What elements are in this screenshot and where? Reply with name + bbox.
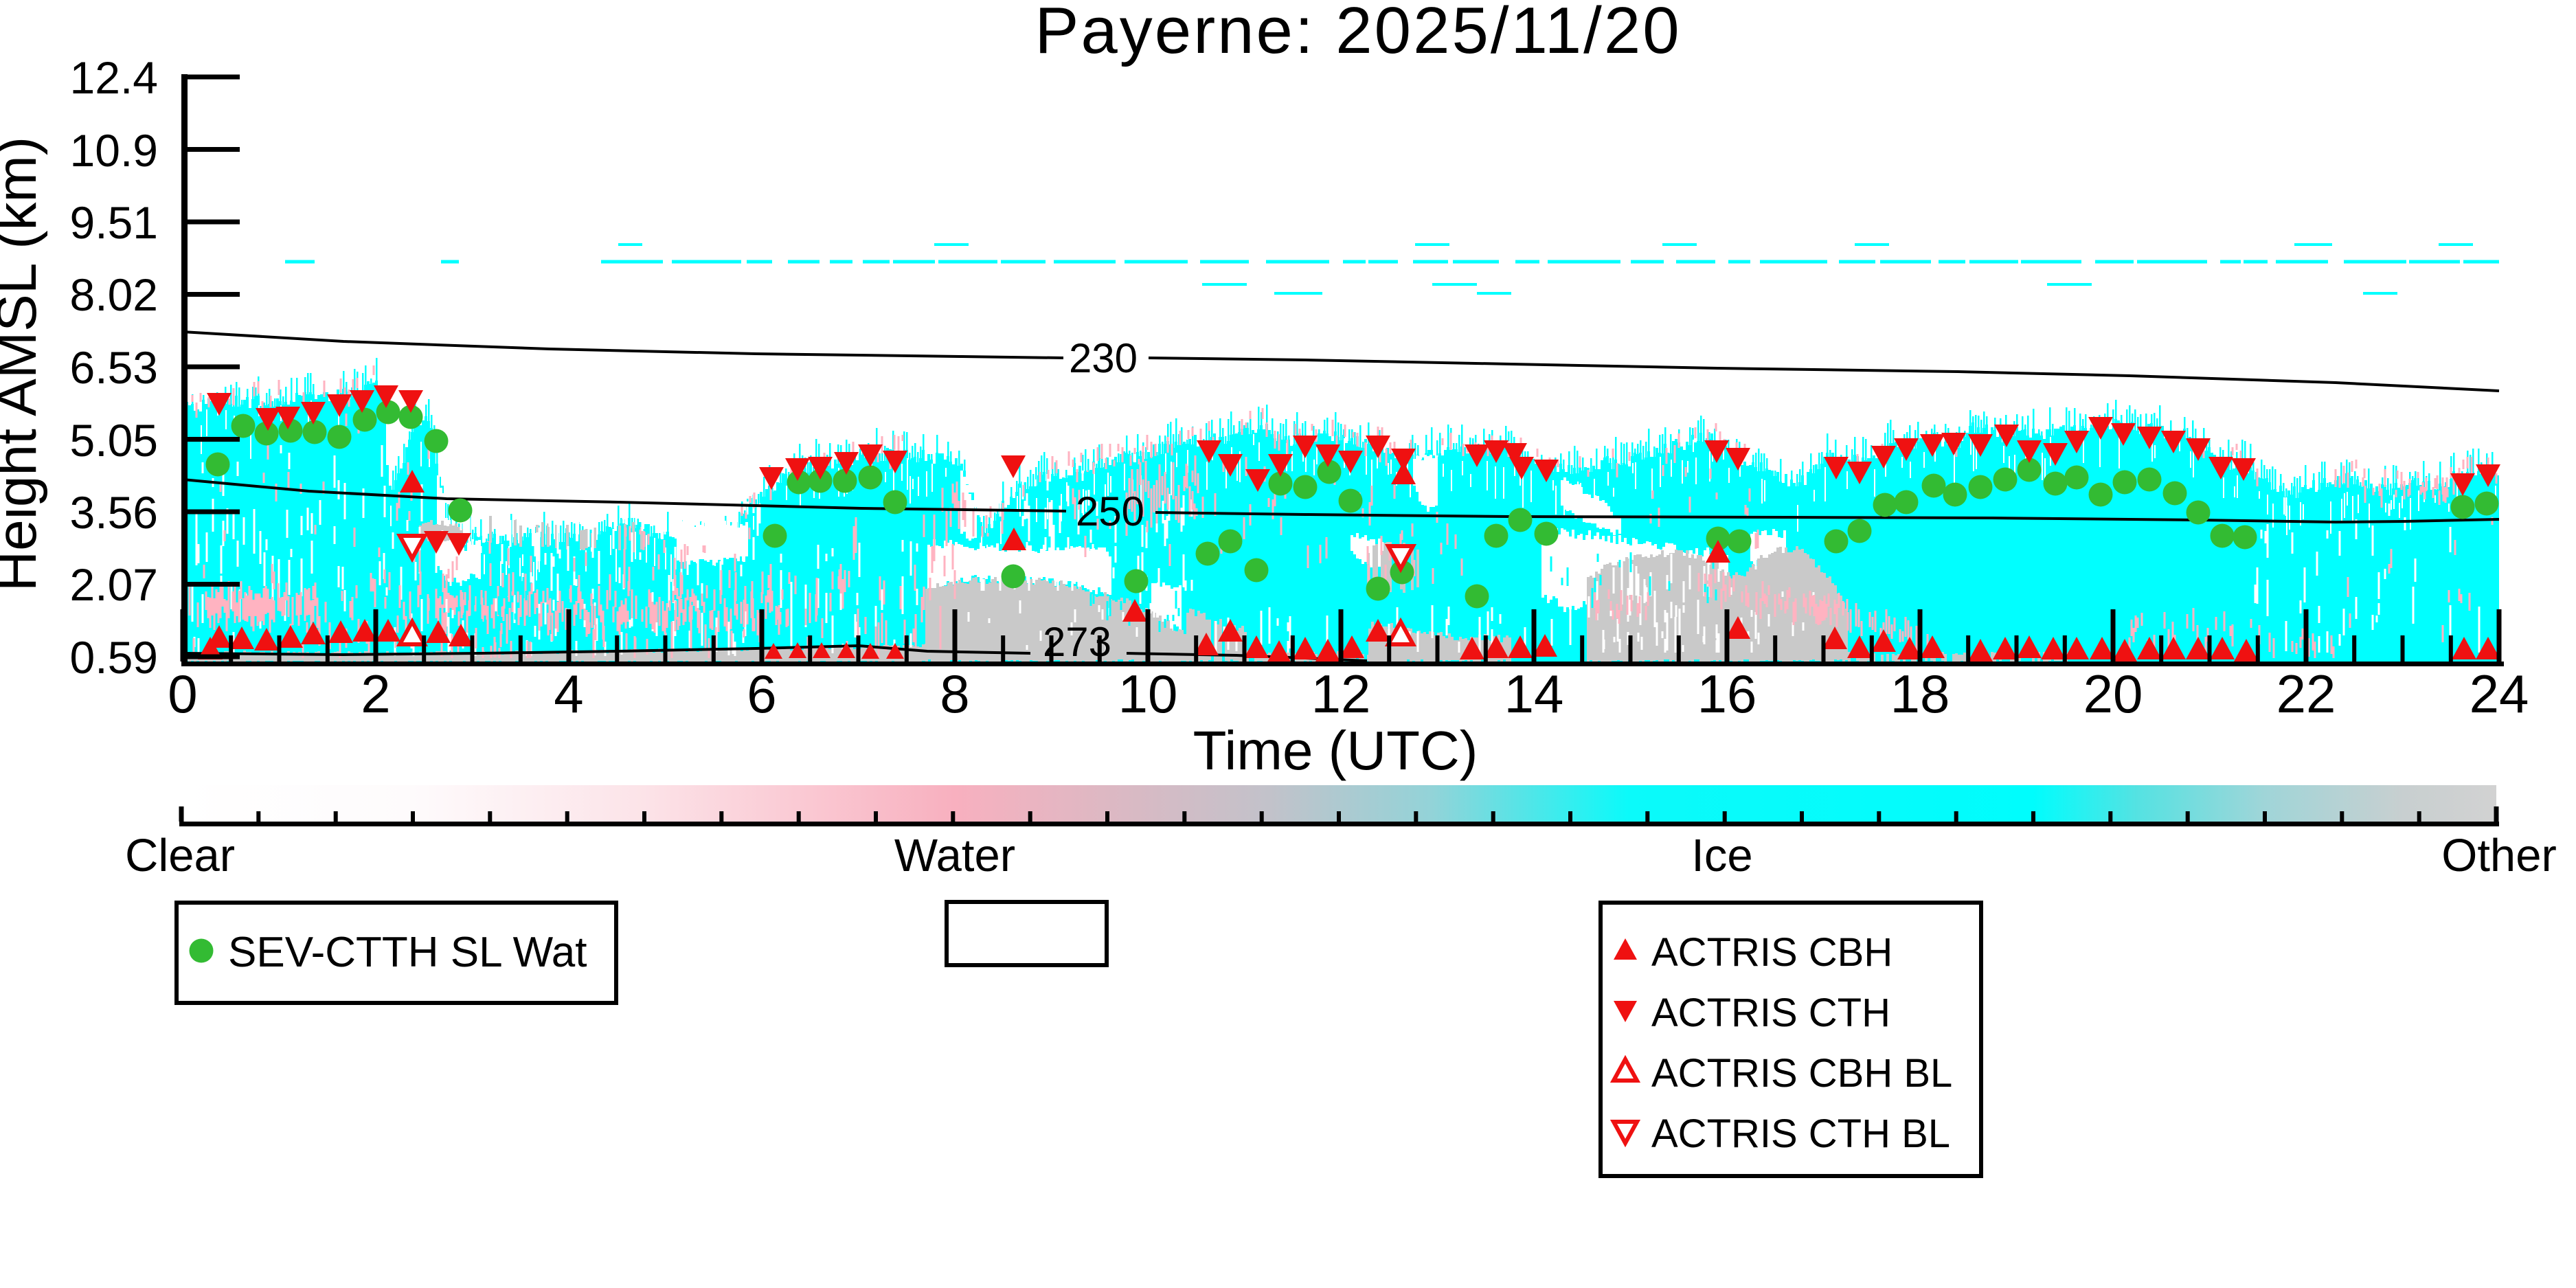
svg-text:Payerne: 2025/11/20: Payerne: 2025/11/20 — [1035, 0, 1681, 67]
svg-text:14: 14 — [1504, 664, 1564, 724]
svg-text:20: 20 — [2083, 664, 2143, 724]
svg-text:Other: Other — [2441, 830, 2557, 881]
svg-text:Ice: Ice — [1691, 830, 1752, 881]
svg-text:10: 10 — [1118, 664, 1178, 724]
svg-text:0.59: 0.59 — [70, 632, 158, 683]
svg-text:24: 24 — [2470, 664, 2529, 724]
svg-text:ACTRIS CBH BL: ACTRIS CBH BL — [1651, 1051, 1952, 1096]
svg-text:5.05: 5.05 — [70, 415, 158, 466]
svg-text:8.02: 8.02 — [70, 269, 158, 320]
svg-text:18: 18 — [1890, 664, 1950, 724]
svg-text:Clear: Clear — [125, 830, 235, 881]
svg-text:250: 250 — [1076, 488, 1144, 534]
svg-text:0: 0 — [168, 664, 197, 724]
svg-text:4: 4 — [554, 664, 583, 724]
svg-text:2.07: 2.07 — [70, 559, 158, 610]
svg-text:ACTRIS CTH BL: ACTRIS CTH BL — [1651, 1111, 1950, 1156]
svg-text:230: 230 — [1069, 335, 1138, 381]
svg-text:Height AMSL (km): Height AMSL (km) — [0, 137, 48, 591]
svg-text:6.53: 6.53 — [70, 342, 158, 393]
svg-text:2: 2 — [361, 664, 390, 724]
svg-text:3.56: 3.56 — [70, 487, 158, 538]
svg-text:22: 22 — [2276, 664, 2336, 724]
svg-text:10.9: 10.9 — [70, 125, 158, 176]
svg-text:Time (UTC): Time (UTC) — [1193, 720, 1478, 781]
svg-text:6: 6 — [747, 664, 776, 724]
svg-text:9.51: 9.51 — [70, 197, 158, 248]
svg-text:Water: Water — [894, 830, 1015, 881]
svg-text:ACTRIS CBH: ACTRIS CBH — [1651, 930, 1893, 975]
svg-text:8: 8 — [940, 664, 969, 724]
svg-text:16: 16 — [1697, 664, 1757, 724]
svg-text:12.4: 12.4 — [70, 52, 158, 103]
svg-text:12: 12 — [1311, 664, 1371, 724]
svg-text:SEV-CTTH SL Wat: SEV-CTTH SL Wat — [228, 929, 587, 976]
svg-text:ACTRIS CTH: ACTRIS CTH — [1651, 991, 1890, 1035]
